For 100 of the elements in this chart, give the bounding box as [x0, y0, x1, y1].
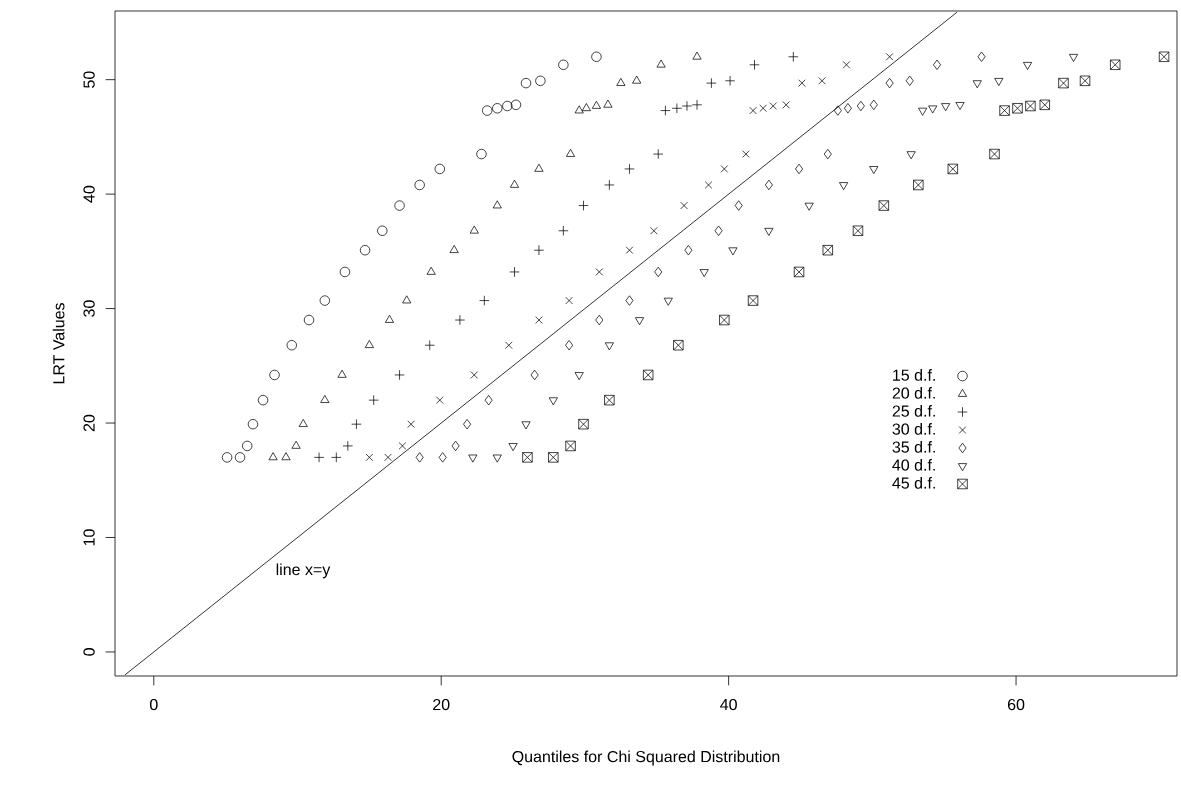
- point: [625, 246, 634, 254]
- point: [918, 107, 928, 116]
- point: [234, 452, 246, 463]
- point: [436, 396, 444, 404]
- point: [434, 163, 445, 175]
- point: [595, 268, 604, 276]
- point: [604, 342, 614, 351]
- point: [759, 104, 767, 113]
- point: [319, 295, 330, 306]
- point: [704, 181, 713, 189]
- point: [578, 419, 589, 430]
- x-axis-title: Quantiles for Chi Squared Distribution: [512, 750, 780, 766]
- point: [426, 266, 436, 275]
- point: [534, 163, 544, 172]
- annotation: line x=y: [276, 563, 331, 579]
- point: [818, 77, 826, 85]
- point: [603, 99, 613, 108]
- point: [286, 340, 297, 351]
- y-axis-title: LRT Values: [52, 303, 65, 384]
- point: [558, 59, 569, 70]
- point: [885, 77, 894, 89]
- point: [591, 100, 601, 109]
- legend-label: 15 d.f.: [893, 369, 935, 381]
- point: [1069, 54, 1079, 62]
- point: [535, 75, 546, 86]
- point: [521, 421, 531, 430]
- point: [509, 179, 520, 188]
- point: [407, 420, 415, 428]
- x-tick-label: 40: [720, 698, 737, 711]
- point: [365, 453, 374, 462]
- point: [869, 99, 878, 111]
- y-tick-label: 10: [83, 529, 95, 546]
- point: [656, 59, 666, 68]
- point: [616, 77, 626, 86]
- point: [843, 103, 852, 114]
- point: [364, 340, 374, 348]
- point: [530, 369, 539, 381]
- point: [574, 372, 584, 381]
- point: [502, 100, 513, 112]
- point: [720, 165, 729, 173]
- point: [548, 397, 558, 406]
- y-tick-label: 0: [83, 648, 95, 656]
- x-tick-label: 0: [149, 698, 158, 711]
- point: [476, 148, 487, 160]
- point: [595, 314, 604, 326]
- point: [492, 103, 503, 114]
- point: [663, 297, 673, 306]
- point: [268, 452, 278, 461]
- point: [734, 200, 743, 211]
- point: [885, 53, 894, 61]
- point: [933, 59, 941, 70]
- point: [451, 440, 460, 452]
- point: [764, 227, 774, 236]
- point: [684, 245, 693, 256]
- legend-label: 30 d.f.: [892, 423, 935, 435]
- point: [384, 314, 395, 323]
- point: [320, 394, 330, 403]
- point: [833, 105, 842, 116]
- point: [714, 225, 723, 236]
- point: [469, 225, 479, 234]
- point: [269, 369, 280, 381]
- point: [591, 51, 602, 62]
- point: [1012, 103, 1023, 114]
- point: [728, 247, 738, 256]
- point: [822, 245, 833, 256]
- point: [566, 148, 576, 157]
- point: [281, 452, 291, 461]
- point: [635, 317, 645, 326]
- point: [941, 103, 951, 112]
- point: [505, 341, 513, 349]
- y-tick-label: 30: [83, 300, 95, 317]
- legend-label: 25 d.f.: [892, 405, 935, 417]
- point: [520, 77, 532, 89]
- point: [1110, 59, 1121, 70]
- point: [955, 102, 965, 111]
- point: [972, 80, 982, 89]
- point: [257, 394, 269, 406]
- point: [782, 101, 790, 109]
- point: [484, 394, 493, 406]
- point: [947, 163, 958, 175]
- legend-label: 35 d.f.: [892, 441, 935, 453]
- legend-label: 20 d.f.: [892, 387, 935, 399]
- point: [1158, 51, 1170, 62]
- point: [384, 453, 392, 462]
- point: [869, 166, 879, 175]
- point: [878, 200, 890, 211]
- point: [535, 316, 543, 324]
- point: [742, 150, 750, 158]
- point: [642, 369, 654, 381]
- point: [449, 245, 459, 253]
- x-tick-label: 60: [1007, 698, 1025, 711]
- point: [394, 200, 405, 211]
- point: [221, 452, 233, 463]
- point: [414, 179, 425, 191]
- point: [749, 106, 757, 115]
- point: [377, 225, 388, 236]
- point: [1023, 62, 1033, 70]
- point: [470, 371, 479, 379]
- point: [1025, 100, 1036, 112]
- point: [747, 295, 759, 306]
